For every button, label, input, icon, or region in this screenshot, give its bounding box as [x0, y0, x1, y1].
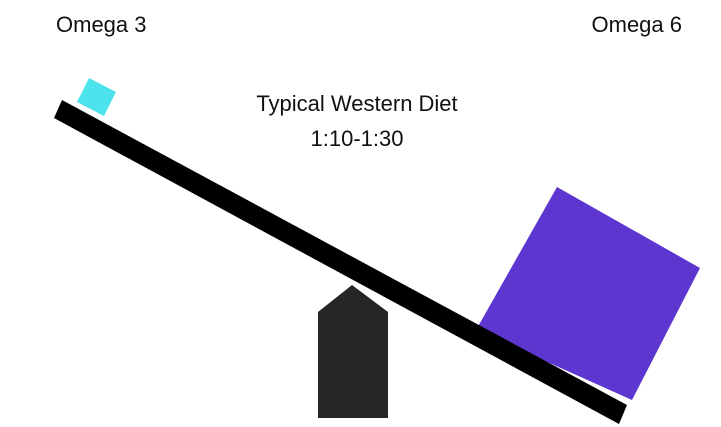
left-label: Omega 3 — [56, 12, 147, 37]
fulcrum — [318, 285, 388, 418]
beam — [54, 100, 627, 424]
right-label: Omega 6 — [592, 12, 683, 37]
omega3-block — [77, 78, 116, 116]
caption-title: Typical Western Diet — [256, 91, 457, 116]
caption-ratio: 1:10-1:30 — [311, 126, 404, 151]
omega6-block — [476, 187, 700, 400]
